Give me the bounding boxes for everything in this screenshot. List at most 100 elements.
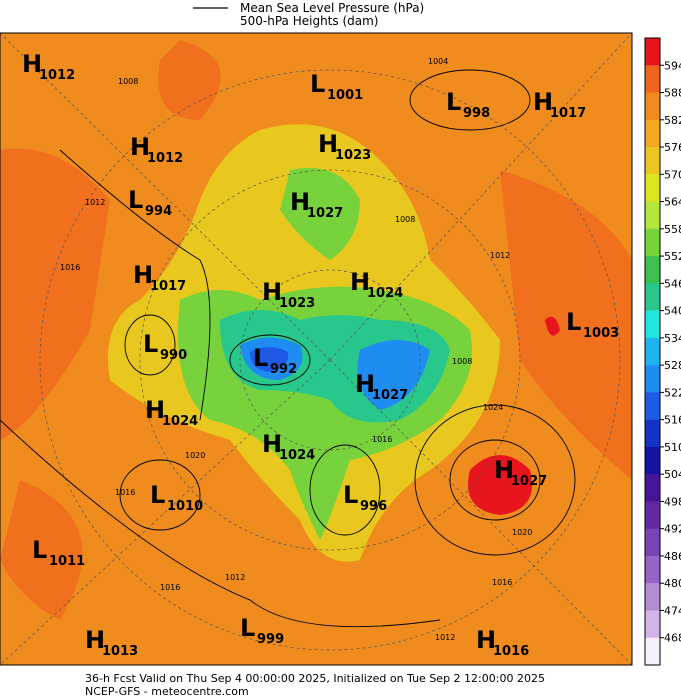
center-letter: L — [240, 614, 255, 642]
center-letter: H — [494, 456, 514, 484]
isobar-label: 1024 — [483, 403, 503, 412]
colorbar-label: 534 — [664, 332, 681, 345]
center-letter: H — [290, 188, 310, 216]
colorbar-bin — [645, 310, 660, 339]
colorbar-bin — [645, 92, 660, 121]
center-value: 996 — [360, 499, 387, 514]
map-frame — [0, 32, 633, 666]
isobar-label: 1012 — [85, 198, 105, 207]
center-letter: L — [343, 481, 358, 509]
center-letter: L — [446, 88, 461, 116]
colorbar-frame — [644, 37, 661, 666]
colorbar-bin — [645, 65, 660, 93]
center-letter: H — [262, 278, 282, 306]
colorbar-label: 540 — [664, 305, 681, 318]
isobar-label: 1016 — [60, 263, 80, 272]
center-letter: L — [128, 186, 143, 214]
colorbar-bin — [645, 283, 660, 311]
colorbar-label: 558 — [664, 223, 681, 236]
colorbar-label: 588 — [664, 87, 681, 100]
colorbar-bin — [645, 147, 660, 175]
isobar-label: 1012 — [435, 633, 455, 642]
colorbar-label: 480 — [664, 577, 681, 590]
center-letter: H — [318, 130, 338, 158]
colorbar-bin — [645, 528, 660, 557]
colorbar-label: 504 — [664, 468, 681, 481]
center-value: 1023 — [335, 148, 371, 163]
center-letter: H — [533, 88, 553, 116]
center-value: 999 — [257, 632, 284, 647]
center-value: 1017 — [550, 106, 586, 121]
center-letter: H — [85, 626, 105, 654]
colorbar-label: 582 — [664, 114, 681, 127]
center-value: 1024 — [367, 286, 403, 301]
center-value: 992 — [270, 362, 297, 377]
center-value: 998 — [463, 106, 490, 121]
center-value: 1010 — [167, 499, 203, 514]
colorbar-label: 516 — [664, 414, 681, 427]
colorbar-label: 492 — [664, 523, 681, 536]
footer-text: NCEP-GFS - meteocentre.com — [85, 685, 249, 698]
isobar-label: 1008 — [118, 77, 138, 86]
graticule — [0, 32, 633, 666]
isobar-label: 1020 — [185, 451, 205, 460]
colorbar-bin — [645, 474, 660, 502]
colorbar-label: 552 — [664, 250, 681, 263]
center-value: 1012 — [147, 151, 183, 166]
center-letter: L — [32, 536, 47, 564]
colorbar-bin — [645, 446, 660, 475]
colorbar-bin — [645, 583, 660, 611]
colorbar-label: 564 — [664, 196, 681, 209]
center-value: 1013 — [102, 644, 138, 659]
footer-text: 36-h Fcst Valid on Thu Sep 4 00:00:00 20… — [85, 672, 545, 685]
colorbar-bin — [645, 365, 660, 393]
colorbar-label: 528 — [664, 359, 681, 372]
colorbar-bin — [645, 392, 660, 420]
legend-text: 500-hPa Heights (dam) — [240, 14, 378, 28]
center-value: 990 — [160, 348, 187, 363]
colorbar-bin — [645, 256, 660, 284]
isobar-label: 1016 — [115, 488, 135, 497]
map — [0, 32, 633, 666]
center-value: 1024 — [162, 414, 198, 429]
colorbar-bin — [645, 174, 660, 202]
colorbar-label: 576 — [664, 141, 681, 154]
center-value: 1024 — [279, 448, 315, 463]
legend-text: Mean Sea Level Pressure (hPa) — [240, 1, 424, 15]
colorbar-bin — [645, 637, 660, 666]
center-letter: H — [262, 430, 282, 458]
center-value: 1012 — [39, 68, 75, 83]
hot-region — [468, 316, 560, 515]
colorbar-label: 546 — [664, 277, 681, 290]
center-letter: L — [253, 344, 268, 372]
isobar-label: 1012 — [490, 251, 510, 260]
colorbar-label: 594 — [664, 59, 681, 72]
isobar-label: 1016 — [492, 578, 512, 587]
isobars — [0, 69, 576, 628]
colorbar-label: 486 — [664, 550, 681, 563]
colorbar-bin — [645, 38, 660, 66]
center-letter: H — [476, 626, 496, 654]
colorbar-label: 468 — [664, 632, 681, 645]
isobar-label: 1004 — [428, 57, 448, 66]
center-letter: L — [150, 481, 165, 509]
core-region — [250, 347, 289, 372]
center-letter: H — [130, 133, 150, 161]
center-value: 1003 — [583, 326, 619, 341]
center-value: 1016 — [493, 644, 529, 659]
warm-region — [0, 40, 632, 620]
colorbar-label: 474 — [664, 604, 681, 617]
center-value: 1017 — [150, 279, 186, 294]
colorbar-label: 570 — [664, 168, 681, 181]
isobar-label: 1020 — [512, 528, 532, 537]
colorbar-bin — [645, 555, 660, 584]
colorbar-bin — [645, 501, 660, 529]
colorbar-bin — [645, 610, 660, 639]
colorbar-label: 522 — [664, 386, 681, 399]
isobar-label: 1016 — [372, 435, 392, 444]
center-letter: H — [133, 261, 153, 289]
isobar-labels: 1004 1008 1012 1016 1008 1012 1024 1016 1020 1016… — [60, 57, 532, 642]
